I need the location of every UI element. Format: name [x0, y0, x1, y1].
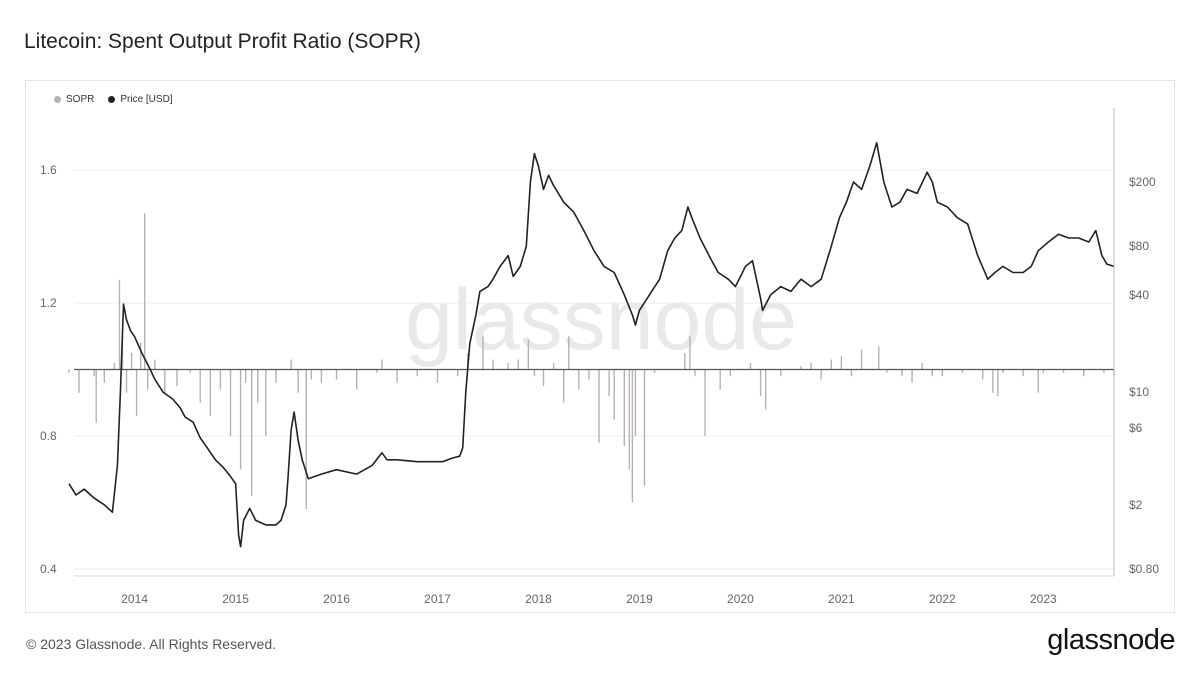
x-tick-2020: 2020	[727, 592, 754, 606]
x-tick-2015: 2015	[222, 592, 249, 606]
x-ticks: 2014 2015 2016 2017 2018 2019 2020 2021 2022 2023	[121, 592, 1057, 606]
y-left-tick-2: 1.2	[40, 296, 57, 310]
y-right-tick-3: $10	[1129, 385, 1149, 399]
legend: SOPR Price [USD]	[54, 94, 173, 105]
y-right-tick-5: $80	[1129, 239, 1149, 253]
copyright-text: © 2023 Glassnode. All Rights Reserved.	[26, 636, 277, 652]
y-right-tick-2: $6	[1129, 421, 1143, 435]
x-tick-2018: 2018	[525, 592, 552, 606]
y-left-tick-1: 0.8	[40, 429, 57, 443]
y-left-tick-3: 1.6	[40, 163, 57, 177]
x-tick-2014: 2014	[121, 592, 148, 606]
brand-logo: glassnode	[1047, 624, 1175, 656]
legend-item-sopr[interactable]: SOPR	[54, 94, 94, 105]
y-left-ticks: 0.4 0.8 1.2 1.6	[40, 163, 57, 576]
x-tick-2022: 2022	[929, 592, 956, 606]
watermark: glassnode	[405, 272, 797, 368]
legend-dot-sopr	[54, 96, 61, 103]
legend-label-price: Price [USD]	[120, 94, 173, 105]
legend-item-price[interactable]: Price [USD]	[108, 94, 173, 105]
y-right-tick-6: $200	[1129, 175, 1156, 189]
y-right-tick-1: $2	[1129, 498, 1143, 512]
x-tick-2017: 2017	[424, 592, 451, 606]
x-tick-2023: 2023	[1030, 592, 1057, 606]
page-title: Litecoin: Spent Output Profit Ratio (SOP…	[24, 30, 421, 53]
x-tick-2016: 2016	[323, 592, 350, 606]
x-tick-2019: 2019	[626, 592, 653, 606]
sopr-chart[interactable]: glassnode 0.4 0.8 1.2 1.6 $0.80 $2 $6 $10 $40 $8…	[26, 81, 1176, 614]
legend-label-sopr: SOPR	[66, 94, 95, 105]
grid-lines	[74, 169, 1114, 570]
price-line	[68, 142, 1115, 548]
chart-panel: glassnode 0.4 0.8 1.2 1.6 $0.80 $2 $6 $10 $40 $8…	[25, 80, 1175, 613]
sopr-series	[68, 213, 1115, 510]
x-tick-2021: 2021	[828, 592, 855, 606]
y-right-ticks: $0.80 $2 $6 $10 $40 $80 $200	[1129, 175, 1159, 576]
y-right-tick-0: $0.80	[1129, 562, 1159, 576]
legend-dot-price	[108, 96, 116, 103]
y-left-tick-0: 0.4	[40, 562, 57, 576]
y-right-tick-4: $40	[1129, 288, 1149, 302]
